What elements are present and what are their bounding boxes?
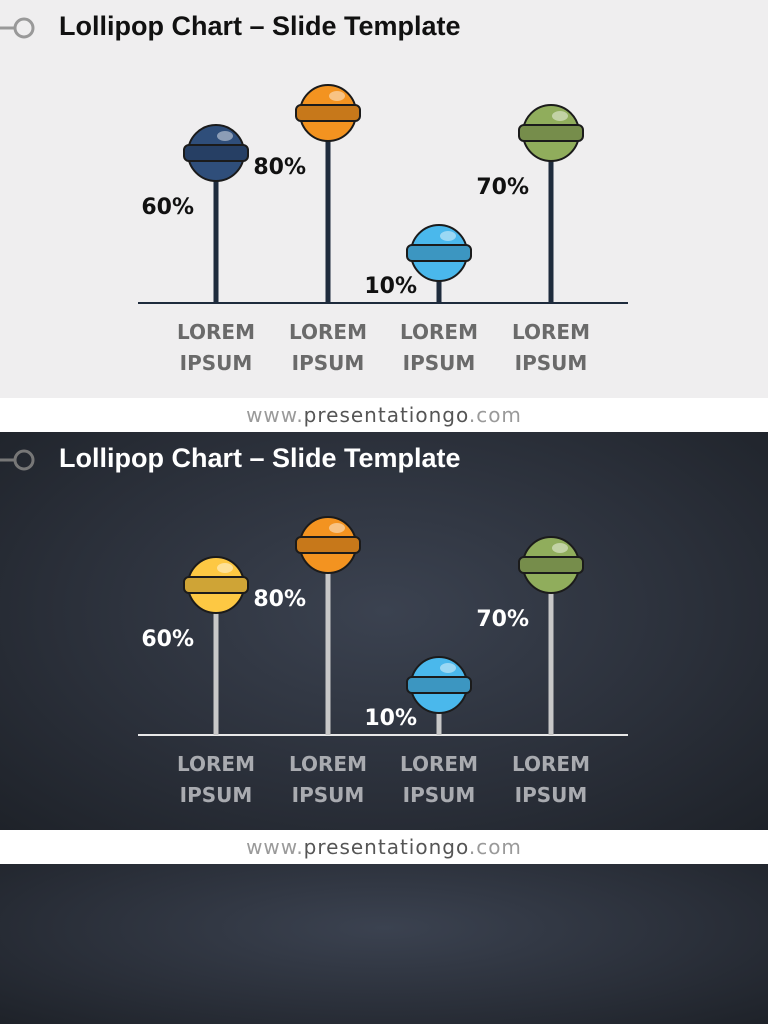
value-label: 70% xyxy=(476,607,529,632)
title-icon xyxy=(13,449,35,471)
wrapper-shade xyxy=(185,146,247,160)
chart-title: Lollipop Chart – Slide Template xyxy=(59,11,461,41)
category-label: LOREM IPSUM xyxy=(400,752,478,807)
lollipop-head xyxy=(183,124,249,182)
category-label: LOREM IPSUM xyxy=(177,752,255,807)
wrapper-shade xyxy=(408,246,470,260)
lollipop-head xyxy=(295,84,361,142)
category-label: LOREM IPSUM xyxy=(289,752,367,807)
highlight xyxy=(552,111,568,121)
chart-title: Lollipop Chart – Slide Template xyxy=(59,443,461,473)
title-icon xyxy=(13,17,35,39)
value-label: 10% xyxy=(364,274,417,299)
lollipop-head xyxy=(518,104,584,162)
wrapper-band xyxy=(183,576,249,594)
wrapper-shade xyxy=(185,578,247,592)
highlight xyxy=(217,131,233,141)
wrapper-shade xyxy=(520,558,582,572)
category-label: LOREM IPSUM xyxy=(400,320,478,375)
footer-text: .com xyxy=(468,835,522,859)
highlight xyxy=(329,523,345,533)
wrapper-band xyxy=(406,244,472,262)
wrapper-band xyxy=(295,536,361,554)
value-label: 80% xyxy=(253,587,306,612)
wrapper-band xyxy=(406,676,472,694)
lollipop-head xyxy=(518,536,584,594)
category-label: LOREM IPSUM xyxy=(289,320,367,375)
lollipop-head xyxy=(406,224,472,282)
slide: Lollipop Chart – Slide Template 60% 80% 10%… xyxy=(0,0,768,398)
chart: Lollipop Chart – Slide Template 60% 80% 10%… xyxy=(0,11,628,304)
highlight xyxy=(217,563,233,573)
chart: Lollipop Chart – Slide Template 60% 80% 10%… xyxy=(0,443,628,736)
highlight xyxy=(552,543,568,553)
value-label: 10% xyxy=(364,706,417,731)
footer-text: presentationgo xyxy=(303,835,469,859)
category-label: LOREM IPSUM xyxy=(512,752,590,807)
highlight xyxy=(440,663,456,673)
category-label: LOREM IPSUM xyxy=(177,320,255,375)
footer-text: .com xyxy=(468,403,522,427)
footer: www.presentationgo.com xyxy=(0,398,768,432)
wrapper-shade xyxy=(297,538,359,552)
next-slide xyxy=(0,864,768,1024)
value-label: 80% xyxy=(253,155,306,180)
footer-text: presentationgo xyxy=(303,403,469,427)
slide: Lollipop Chart – Slide Template 60% 80% 10%… xyxy=(0,432,768,830)
wrapper-shade xyxy=(520,126,582,140)
wrapper-shade xyxy=(408,678,470,692)
wrapper-band xyxy=(295,104,361,122)
lollipop-head xyxy=(295,516,361,574)
highlight xyxy=(329,91,345,101)
category-label: LOREM IPSUM xyxy=(512,320,590,375)
footer: www.presentationgo.com xyxy=(0,830,768,864)
wrapper-band xyxy=(518,124,584,142)
footer-text: www. xyxy=(246,835,304,859)
wrapper-band xyxy=(518,556,584,574)
footer-text: www. xyxy=(246,403,304,427)
lollipop-head xyxy=(183,556,249,614)
value-label: 60% xyxy=(141,195,194,220)
wrapper-shade xyxy=(297,106,359,120)
wrapper-band xyxy=(183,144,249,162)
value-label: 70% xyxy=(476,175,529,200)
value-label: 60% xyxy=(141,627,194,652)
lollipop-head xyxy=(406,656,472,714)
highlight xyxy=(440,231,456,241)
